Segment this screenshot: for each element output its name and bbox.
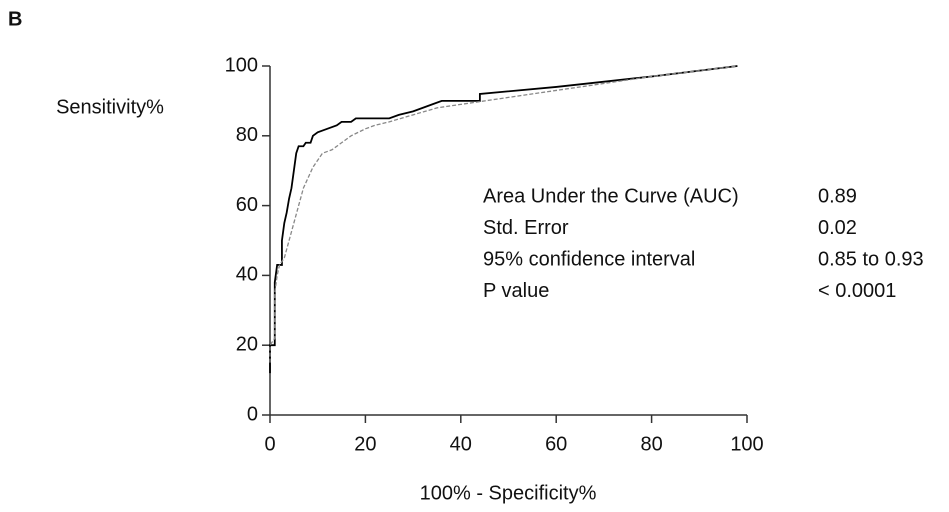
x-tick-label: 60 (545, 433, 567, 455)
x-tick-label: 20 (354, 433, 376, 455)
panel-label: B (8, 8, 22, 30)
y-tick-label: 0 (247, 403, 258, 425)
roc-line (269, 65, 738, 363)
y-tick-label: 80 (236, 124, 258, 146)
annotation-value: 0.85 to 0.93 (818, 248, 924, 270)
y-axis-label: Sensitivity% (56, 96, 164, 118)
x-tick-label: 40 (450, 433, 472, 455)
annotation-label: 95% confidence interval (483, 248, 695, 270)
y-tick-label: 100 (225, 54, 258, 76)
annotation-value: < 0.0001 (818, 280, 896, 302)
y-tick-label: 60 (236, 194, 258, 216)
x-tick-label: 100 (730, 433, 763, 455)
x-tick-label: 80 (640, 433, 662, 455)
x-tick-label: 0 (264, 433, 275, 455)
y-tick-label: 20 (236, 333, 258, 355)
annotation-value: 0.89 (818, 185, 857, 207)
annotation-value: 0.02 (818, 217, 857, 239)
annotation-label: Area Under the Curve (AUC) (483, 185, 739, 207)
roc-line (269, 65, 738, 374)
x-axis-label: 100% - Specificity% (420, 482, 597, 504)
y-tick-label: 40 (236, 264, 258, 286)
annotation-label: P value (483, 280, 549, 302)
annotation-label: Std. Error (483, 217, 569, 239)
